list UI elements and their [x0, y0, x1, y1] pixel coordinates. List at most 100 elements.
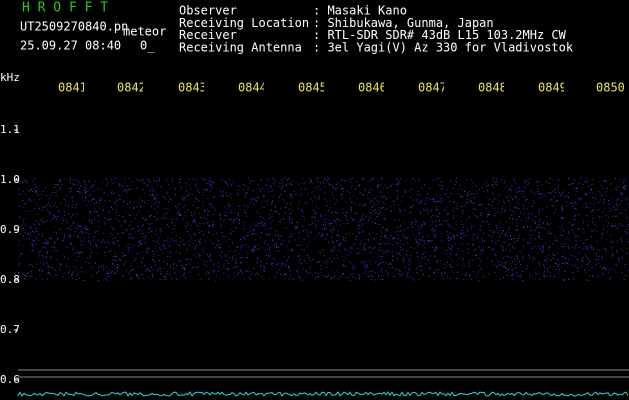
noise-dot [53, 268, 55, 270]
noise-dot [221, 256, 222, 258]
noise-dot [287, 252, 289, 254]
noise-dot [370, 217, 371, 219]
noise-dot [29, 238, 31, 240]
noise-dot [239, 208, 241, 210]
noise-dot [194, 212, 196, 214]
noise-dot [210, 276, 212, 278]
noise-dot [81, 230, 83, 232]
noise-dot [233, 275, 235, 277]
noise-dot [530, 249, 532, 251]
noise-dot [178, 211, 180, 213]
noise-dot [346, 249, 348, 251]
noise-dot [317, 276, 319, 277]
noise-dot [324, 198, 326, 200]
noise-dot [561, 225, 563, 227]
noise-dot [397, 183, 399, 185]
noise-dot [63, 234, 65, 235]
noise-dot [205, 221, 207, 223]
noise-dot [424, 203, 426, 205]
noise-dot [88, 221, 90, 223]
noise-dot [616, 189, 618, 190]
noise-dot [377, 186, 379, 187]
noise-dot [623, 187, 625, 189]
noise-dot [337, 258, 339, 260]
noise-dot [427, 213, 429, 215]
noise-dot [43, 190, 44, 192]
noise-dot [108, 210, 110, 212]
noise-dot [481, 259, 483, 261]
noise-dot [233, 267, 235, 268]
noise-dot [470, 179, 472, 181]
noise-dot [562, 263, 563, 265]
noise-dot [288, 266, 290, 268]
noise-dot [198, 229, 200, 231]
noise-dot [546, 206, 548, 208]
noise-dot [547, 222, 549, 224]
noise-dot [208, 224, 210, 226]
noise-dot [595, 198, 597, 200]
noise-dot [567, 205, 569, 207]
noise-dot [441, 199, 443, 201]
noise-dot [105, 178, 107, 180]
noise-dot [213, 271, 215, 273]
noise-dot [480, 230, 482, 232]
noise-dot [623, 189, 625, 191]
noise-dot [474, 258, 476, 260]
noise-dot [383, 253, 385, 255]
noise-dot [246, 215, 248, 217]
noise-dot [611, 241, 612, 243]
noise-dot [256, 200, 258, 202]
noise-dot [466, 203, 468, 205]
noise-dot [505, 270, 507, 272]
noise-dot [578, 183, 580, 185]
noise-dot [512, 211, 514, 212]
noise-dot [297, 227, 299, 228]
noise-dot [508, 226, 510, 228]
noise-dot [306, 203, 308, 205]
noise-dot [419, 279, 421, 281]
noise-dot [602, 211, 604, 213]
noise-dot [557, 259, 559, 261]
noise-dot [179, 179, 181, 181]
noise-dot [603, 201, 605, 203]
noise-dot [353, 195, 355, 197]
noise-dot [331, 271, 333, 273]
x-tick: 0844 [238, 81, 264, 95]
noise-dot [195, 185, 197, 187]
noise-dot [414, 247, 416, 249]
noise-dot [363, 188, 365, 190]
noise-dot [416, 252, 418, 253]
noise-dot [519, 264, 521, 265]
noise-dot [445, 250, 447, 252]
noise-dot [292, 250, 294, 252]
noise-dot [516, 258, 518, 260]
noise-dot [453, 235, 455, 237]
noise-dot [154, 234, 156, 236]
noise-dot [406, 276, 408, 278]
noise-dot [302, 268, 304, 270]
noise-dot [281, 262, 283, 264]
noise-dot [304, 218, 306, 220]
noise-dot [352, 268, 354, 270]
noise-dot [315, 187, 317, 189]
noise-dot [220, 217, 221, 219]
noise-dot [25, 218, 27, 220]
noise-dot [446, 231, 448, 233]
noise-dot [612, 241, 614, 243]
noise-dot [586, 264, 588, 265]
noise-dot [424, 257, 426, 259]
noise-dot [141, 251, 143, 253]
noise-dot [30, 227, 32, 229]
noise-dot [251, 197, 253, 199]
noise-dot [320, 268, 322, 270]
noise-dot [470, 200, 472, 202]
noise-dot [523, 190, 525, 192]
noise-dot [441, 273, 442, 274]
noise-dot [97, 215, 99, 217]
noise-dot [432, 214, 434, 216]
noise-dot [417, 255, 418, 257]
noise-dot [64, 256, 65, 258]
noise-dot [363, 177, 364, 179]
noise-dot [311, 266, 313, 267]
noise-dot [563, 246, 565, 248]
